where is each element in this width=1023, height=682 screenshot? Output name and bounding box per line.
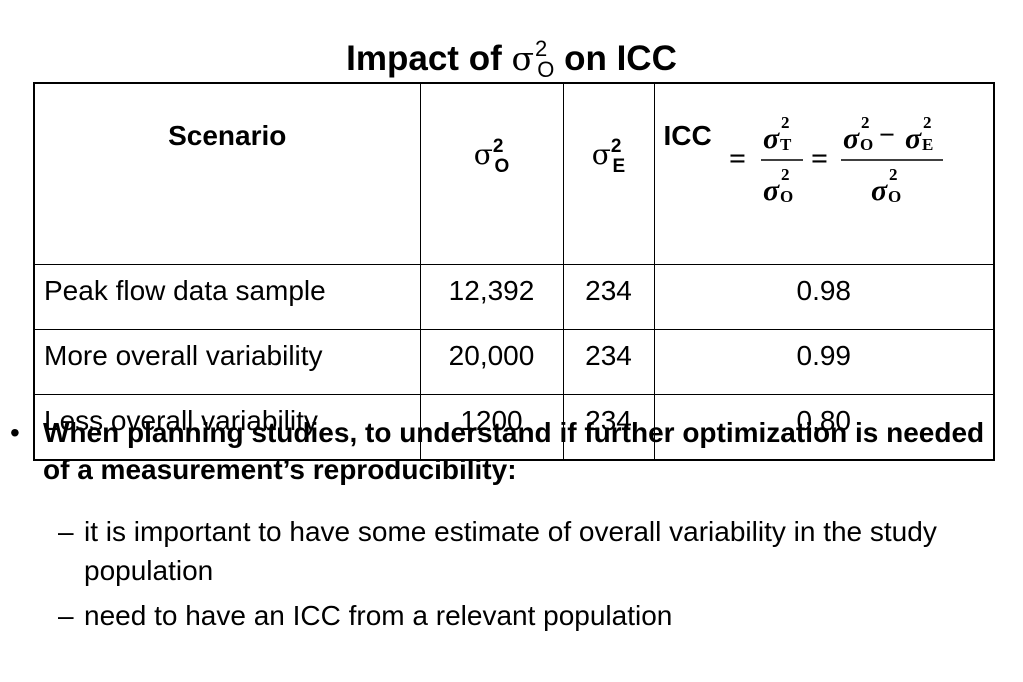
sub-bullet-marker: – xyxy=(58,516,74,547)
cell-icc-text: 0.99 xyxy=(796,340,852,371)
sub-bullet: – it is important to have some estimate … xyxy=(58,512,1008,590)
header-sigma-e: σ2E xyxy=(562,82,655,265)
title-sigma: σ xyxy=(511,39,534,78)
header-scenario: Scenario xyxy=(33,82,421,265)
formula-num2-o: O xyxy=(860,135,873,154)
header-sigma-e-sub: E xyxy=(612,156,626,177)
cell-sigma-e-text: 234 xyxy=(585,405,632,436)
header-sigma-o: σ2O xyxy=(419,82,564,265)
sub-bullet-text: need to have an ICC from a relevant popu… xyxy=(84,600,673,631)
title-sup: 2 xyxy=(534,36,548,61)
table-row: More overall variability 20,000 234 0.99 xyxy=(33,329,995,395)
formula-num1-sigma: σ xyxy=(763,122,780,155)
formula-num2-sigma-e: σ xyxy=(905,122,922,155)
formula-den2-sq: 2 xyxy=(889,165,898,184)
formula-num2-sq-e: 2 xyxy=(923,113,932,132)
cell-sigma-o-text: 1200 xyxy=(460,405,523,436)
cell-scenario: Less overall variability xyxy=(33,394,421,461)
cell-icc: 0.98 xyxy=(653,264,995,330)
slide-title: Impact of σ2O on ICC xyxy=(0,26,1023,93)
formula-num2-sigma-o: σ xyxy=(843,122,860,155)
header-sigma-e-sup: 2 xyxy=(610,136,622,157)
main-bullet: • When planning studies, to understand i… xyxy=(10,414,1000,488)
main-bullet-text: When planning studies, to understand if … xyxy=(43,417,985,485)
formula-den2-sigma: σ xyxy=(871,174,888,207)
formula-num1-sq: 2 xyxy=(781,113,790,132)
formula-den1-sigma: σ xyxy=(763,174,780,207)
formula-den1-o: O xyxy=(780,187,793,206)
sub-bullet: – need to have an ICC from a relevant po… xyxy=(58,596,1008,635)
title-suffix: on ICC xyxy=(554,39,677,78)
sub-bullet-marker: – xyxy=(58,600,74,631)
cell-sigma-e: 234 xyxy=(562,264,655,330)
header-sigma-o-sup: 2 xyxy=(492,136,504,157)
cell-sigma-e: 234 xyxy=(562,394,655,461)
cell-icc: 0.99 xyxy=(653,329,995,395)
icc-table: Scenario σ2O σ2E ICC = σ 2 T σ 2 O = σ 2… xyxy=(33,82,995,461)
cell-scenario: Peak flow data sample xyxy=(33,264,421,330)
cell-icc: 0.80 xyxy=(653,394,995,461)
title-prefix: Impact of xyxy=(346,39,512,78)
icc-formula: = σ 2 T σ 2 O = σ 2 O − σ 2 E σ 2 O xyxy=(729,113,943,207)
title-sub: O xyxy=(537,57,555,82)
cell-sigma-o: 1200 xyxy=(419,394,564,461)
formula-eq-2: = xyxy=(811,142,828,175)
cell-sigma-e-text: 234 xyxy=(585,275,632,306)
cell-icc-text: 0.98 xyxy=(796,275,852,306)
table-row: Peak flow data sample 12,392 234 0.98 xyxy=(33,264,995,330)
formula-num1-t: T xyxy=(780,135,792,154)
cell-sigma-o-text: 12,392 xyxy=(448,275,535,306)
cell-scenario-text: Less overall variability xyxy=(44,405,318,436)
formula-num2-sq-o: 2 xyxy=(861,113,870,132)
formula-eq-1: = xyxy=(729,142,746,175)
table-header-row: Scenario σ2O σ2E ICC = σ 2 T σ 2 O = σ 2… xyxy=(33,82,995,265)
cell-scenario-text: Peak flow data sample xyxy=(44,275,326,306)
cell-sigma-e-text: 234 xyxy=(585,340,632,371)
header-icc: ICC = σ 2 T σ 2 O = σ 2 O − σ 2 E σ 2 xyxy=(653,82,995,265)
formula-minus: − xyxy=(879,120,895,151)
sub-bullet-text: it is important to have some estimate of… xyxy=(84,516,937,586)
cell-scenario: More overall variability xyxy=(33,329,421,395)
cell-sigma-o: 20,000 xyxy=(419,329,564,395)
header-sigma-o-base: σ xyxy=(473,138,493,171)
formula-den2-o: O xyxy=(888,187,901,206)
formula-den1-sq: 2 xyxy=(781,165,790,184)
formula-num2-e: E xyxy=(922,135,933,154)
cell-sigma-o-text: 20,000 xyxy=(448,340,535,371)
cell-scenario-text: More overall variability xyxy=(44,340,323,371)
header-sigma-o-sub: O xyxy=(494,156,510,177)
cell-sigma-e: 234 xyxy=(562,329,655,395)
table-row: Less overall variability 1200 234 0.80 xyxy=(33,394,995,461)
header-icc-label: ICC xyxy=(663,120,712,151)
cell-sigma-o: 12,392 xyxy=(419,264,564,330)
header-sigma-e-base: σ xyxy=(591,138,611,171)
bullet-marker: • xyxy=(10,417,20,448)
cell-icc-text: 0.80 xyxy=(796,405,852,436)
